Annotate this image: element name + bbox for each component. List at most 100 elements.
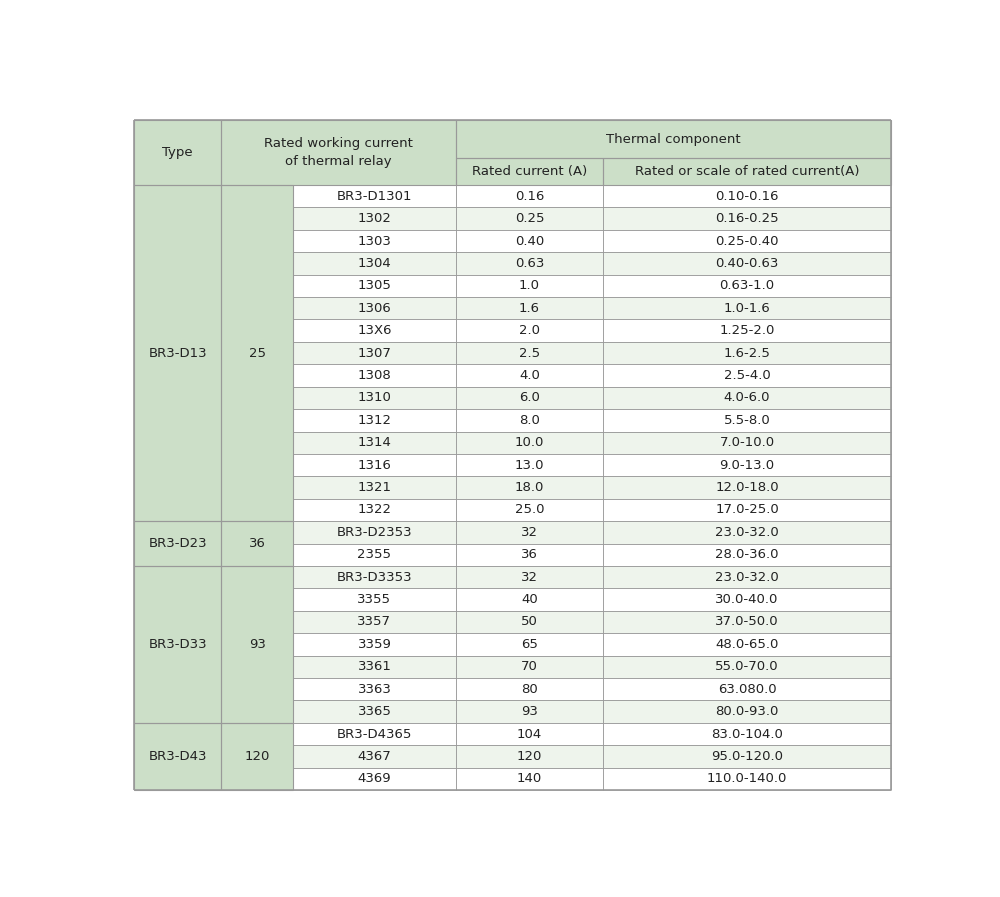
Text: 63.080.0: 63.080.0 — [718, 683, 776, 696]
Text: 140: 140 — [517, 772, 542, 786]
Bar — [456, 409, 603, 431]
Bar — [456, 723, 603, 745]
Bar — [603, 454, 891, 476]
Bar — [456, 544, 603, 566]
Text: 13.0: 13.0 — [515, 458, 544, 472]
Bar — [456, 252, 603, 274]
Bar — [134, 521, 221, 566]
Text: 36: 36 — [249, 537, 266, 550]
Text: 3359: 3359 — [358, 638, 391, 651]
Bar — [293, 454, 456, 476]
Text: 1303: 1303 — [358, 235, 391, 248]
Text: 120: 120 — [517, 750, 542, 763]
Bar — [456, 120, 891, 158]
Bar — [456, 364, 603, 387]
Text: 5.5-8.0: 5.5-8.0 — [724, 414, 770, 427]
Bar — [456, 207, 603, 230]
Text: 13X6: 13X6 — [357, 324, 392, 337]
Text: 1305: 1305 — [358, 279, 391, 292]
Bar — [293, 431, 456, 454]
Bar — [456, 297, 603, 319]
Text: 1316: 1316 — [358, 458, 391, 472]
Text: 2.5-4.0: 2.5-4.0 — [724, 369, 770, 382]
Text: 93: 93 — [521, 705, 538, 718]
Bar — [603, 387, 891, 409]
Bar — [456, 588, 603, 611]
Text: 2355: 2355 — [357, 548, 391, 562]
Bar — [603, 364, 891, 387]
Bar — [456, 431, 603, 454]
Text: 2.0: 2.0 — [519, 324, 540, 337]
Text: 32: 32 — [521, 570, 538, 584]
Bar — [603, 274, 891, 297]
Bar — [603, 656, 891, 678]
Bar — [456, 633, 603, 656]
Bar — [293, 544, 456, 566]
Bar — [293, 342, 456, 364]
Bar — [293, 745, 456, 768]
Bar — [603, 768, 891, 790]
Bar — [293, 611, 456, 633]
Bar — [603, 207, 891, 230]
Bar — [456, 768, 603, 790]
Text: 0.40: 0.40 — [515, 235, 544, 248]
Text: 1308: 1308 — [358, 369, 391, 382]
Bar — [134, 723, 221, 790]
Bar — [293, 364, 456, 387]
Text: 0.63: 0.63 — [515, 257, 544, 270]
Text: 25: 25 — [249, 346, 266, 360]
Text: 83.0-104.0: 83.0-104.0 — [711, 727, 783, 741]
Bar — [456, 701, 603, 723]
Bar — [456, 499, 603, 521]
Text: 37.0-50.0: 37.0-50.0 — [715, 615, 779, 629]
Text: 120: 120 — [245, 750, 270, 763]
Text: 25.0: 25.0 — [515, 503, 544, 517]
Bar — [293, 476, 456, 499]
Text: 2.5: 2.5 — [519, 346, 540, 360]
Text: Rated current (A): Rated current (A) — [472, 165, 587, 179]
Bar — [603, 158, 891, 185]
Text: 23.0-32.0: 23.0-32.0 — [715, 526, 779, 539]
Bar — [134, 566, 221, 723]
Text: 110.0-140.0: 110.0-140.0 — [707, 772, 787, 786]
Bar — [603, 745, 891, 768]
Bar — [456, 158, 603, 185]
Text: 30.0-40.0: 30.0-40.0 — [715, 593, 779, 606]
Bar — [456, 476, 603, 499]
Text: 48.0-65.0: 48.0-65.0 — [715, 638, 779, 651]
Bar — [134, 185, 221, 521]
Bar — [293, 319, 456, 342]
Text: BR3-D13: BR3-D13 — [148, 346, 207, 360]
Bar — [293, 633, 456, 656]
Bar — [221, 723, 293, 790]
Text: 0.10-0.16: 0.10-0.16 — [715, 190, 779, 203]
Text: 1307: 1307 — [358, 346, 391, 360]
Text: 93: 93 — [249, 638, 266, 651]
Bar — [221, 566, 293, 723]
Text: 1306: 1306 — [358, 301, 391, 315]
Bar — [293, 409, 456, 431]
Text: 80: 80 — [521, 683, 538, 696]
Text: 50: 50 — [521, 615, 538, 629]
Bar — [603, 678, 891, 701]
Bar — [221, 521, 293, 566]
Text: BR3-D1301: BR3-D1301 — [337, 190, 412, 203]
Bar — [456, 566, 603, 588]
Bar — [456, 274, 603, 297]
Bar — [293, 274, 456, 297]
Bar — [293, 252, 456, 274]
Text: 55.0-70.0: 55.0-70.0 — [715, 660, 779, 674]
Text: Rated or scale of rated current(A): Rated or scale of rated current(A) — [635, 165, 859, 179]
Bar — [293, 768, 456, 790]
Bar — [603, 342, 891, 364]
Bar — [603, 499, 891, 521]
Text: 3365: 3365 — [358, 705, 391, 718]
Text: Rated working current
of thermal relay: Rated working current of thermal relay — [264, 137, 413, 168]
Text: 80.0-93.0: 80.0-93.0 — [715, 705, 779, 718]
Text: 6.0: 6.0 — [519, 391, 540, 405]
Text: 36: 36 — [521, 548, 538, 562]
Text: 3363: 3363 — [358, 683, 391, 696]
Bar — [603, 701, 891, 723]
Text: 0.25: 0.25 — [515, 213, 544, 225]
Bar — [456, 185, 603, 207]
